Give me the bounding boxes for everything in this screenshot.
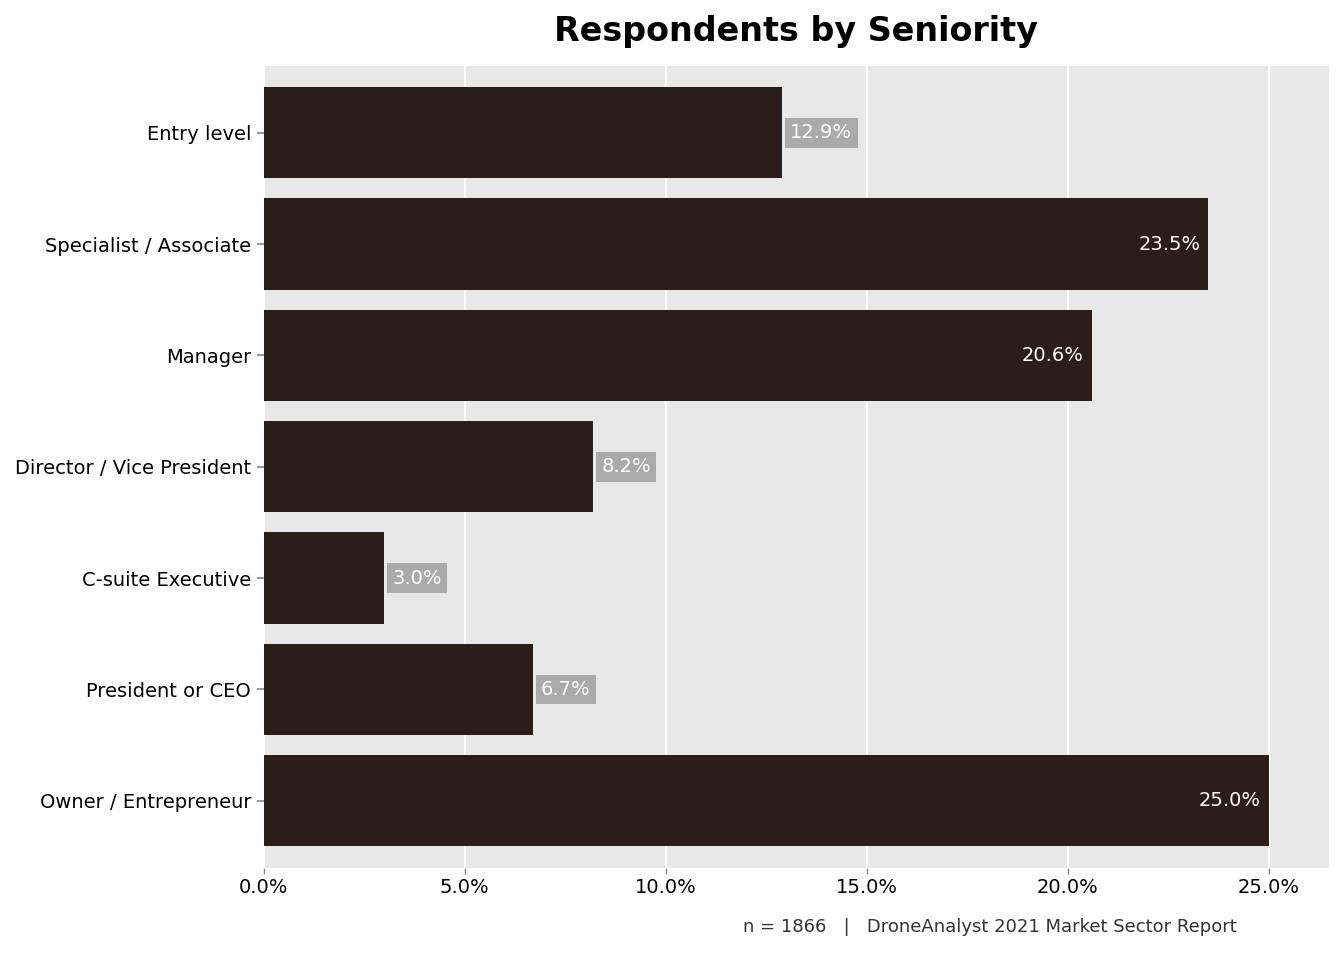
Text: 23.5%: 23.5% xyxy=(1138,234,1200,253)
Text: 8.2%: 8.2% xyxy=(601,457,650,476)
Title: Respondents by Seniority: Respondents by Seniority xyxy=(554,15,1039,48)
Bar xyxy=(263,310,1091,401)
Bar xyxy=(263,533,384,624)
Bar xyxy=(263,644,534,735)
Text: 12.9%: 12.9% xyxy=(790,123,852,142)
Text: 6.7%: 6.7% xyxy=(542,680,590,699)
Text: 3.0%: 3.0% xyxy=(392,568,442,588)
Bar xyxy=(263,421,593,513)
Text: 25.0%: 25.0% xyxy=(1199,791,1261,810)
Text: n = 1866   |   DroneAnalyst 2021 Market Sector Report: n = 1866 | DroneAnalyst 2021 Market Sect… xyxy=(743,918,1236,936)
Bar xyxy=(263,756,1269,847)
Bar xyxy=(263,199,1208,290)
Bar xyxy=(263,87,782,179)
Text: 20.6%: 20.6% xyxy=(1021,346,1083,365)
